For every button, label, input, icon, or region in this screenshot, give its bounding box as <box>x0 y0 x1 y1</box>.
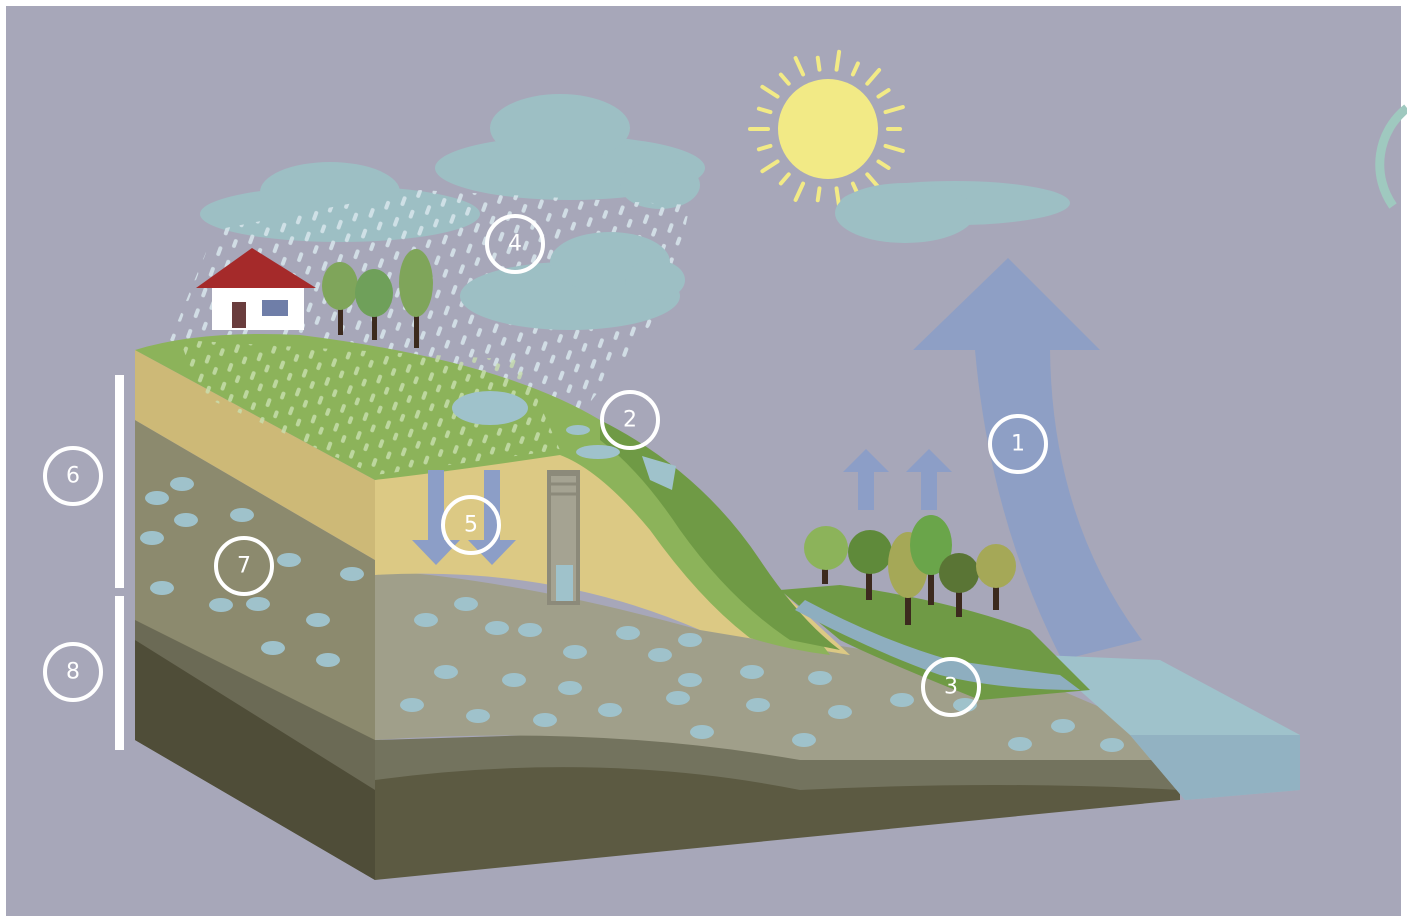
label-8: 8 <box>43 642 103 702</box>
pebble <box>1100 738 1124 752</box>
pebble <box>230 508 254 522</box>
pebble <box>890 693 914 707</box>
sun-ray <box>793 56 806 77</box>
pebble <box>150 581 174 595</box>
pebble <box>306 613 330 627</box>
svg-text:3: 3 <box>944 675 958 700</box>
bracket-unsaturated-zone <box>115 375 124 588</box>
gravel-pebbles <box>140 477 1124 752</box>
sun-ray <box>760 84 780 99</box>
pebble <box>277 553 301 567</box>
svg-text:4: 4 <box>508 232 522 257</box>
svg-text:8: 8 <box>66 660 80 685</box>
rain-cloud-front <box>460 232 685 330</box>
evaporation-arrow <box>913 258 1142 660</box>
sun-ray <box>815 186 822 203</box>
pebble <box>666 691 690 705</box>
label-3: 3 <box>921 657 981 717</box>
svg-text:1: 1 <box>1011 432 1025 457</box>
bracket-saturated-zone <box>115 596 124 750</box>
well-icon <box>547 470 580 605</box>
pebble <box>678 673 702 687</box>
forest-trees <box>804 515 1016 625</box>
sun-ray <box>834 49 842 72</box>
svg-text:6: 6 <box>66 464 80 489</box>
sun-ray <box>876 88 891 99</box>
pebble <box>174 513 198 527</box>
pebble <box>414 613 438 627</box>
pebble <box>246 597 270 611</box>
pebble <box>558 681 582 695</box>
pebble <box>533 713 557 727</box>
pebble <box>616 626 640 640</box>
runoff-arrow <box>642 456 676 490</box>
pebble <box>140 531 164 545</box>
pebble <box>746 698 770 712</box>
pebble <box>598 703 622 717</box>
pebble <box>808 671 832 685</box>
label-7: 7 <box>214 536 274 596</box>
aquifer-layer <box>375 570 1180 760</box>
label-6: 6 <box>43 446 103 506</box>
sun-ray <box>760 159 780 174</box>
pebble <box>145 491 169 505</box>
edge-ring-fragment <box>1375 104 1407 209</box>
pebble <box>434 665 458 679</box>
pebble <box>261 641 285 655</box>
sun-ray <box>834 186 842 209</box>
transpiration-arrows <box>843 449 952 510</box>
pebble <box>170 477 194 491</box>
pebble <box>502 673 526 687</box>
puddles <box>452 391 620 459</box>
pebble <box>340 567 364 581</box>
pebble <box>828 705 852 719</box>
svg-text:5: 5 <box>464 513 478 538</box>
pebble <box>209 598 233 612</box>
cloud-icon <box>835 181 1070 243</box>
house-icon <box>196 248 316 330</box>
pebble <box>563 645 587 659</box>
sun-ray <box>883 105 905 115</box>
sun-ray <box>876 159 891 170</box>
sun-ray <box>815 55 822 72</box>
sun-ray <box>756 143 773 152</box>
sun-ray <box>865 68 882 86</box>
pebble <box>466 709 490 723</box>
sun-ray <box>850 61 860 77</box>
label-5: 5 <box>441 495 501 555</box>
label-1: 1 <box>988 414 1048 474</box>
pebble <box>400 698 424 712</box>
label-2: 2 <box>600 390 660 450</box>
pebble <box>454 597 478 611</box>
pebble <box>678 633 702 647</box>
sun-ray <box>778 172 791 186</box>
pebble <box>740 665 764 679</box>
pebble <box>1051 719 1075 733</box>
pebble <box>485 621 509 635</box>
sun-ray <box>793 181 806 202</box>
pebble <box>648 648 672 662</box>
pebble <box>792 733 816 747</box>
label-4: 4 <box>485 214 545 274</box>
sun-ray <box>778 72 791 86</box>
pebble <box>690 725 714 739</box>
svg-text:2: 2 <box>623 408 637 433</box>
sun-ray <box>756 106 773 115</box>
sun-ray <box>883 143 905 153</box>
pebble <box>518 623 542 637</box>
svg-text:7: 7 <box>237 554 251 579</box>
tree-icon <box>322 249 433 348</box>
pebble <box>316 653 340 667</box>
pebble <box>1008 737 1032 751</box>
